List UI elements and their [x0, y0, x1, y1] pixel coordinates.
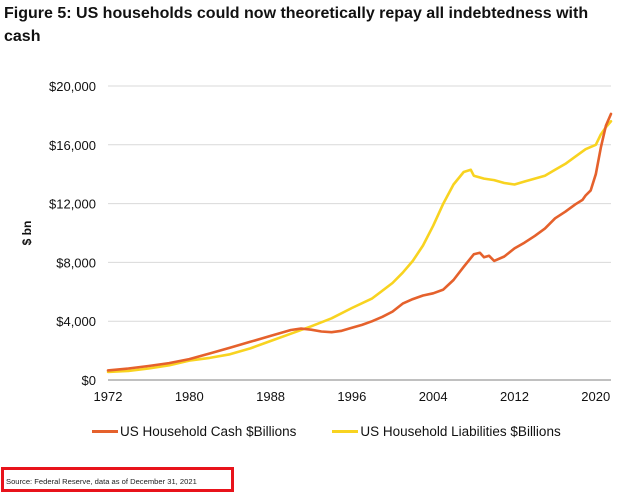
- y-tick-label: $20,000: [49, 79, 96, 94]
- y-axis-tick-labels: $0 $4,000 $8,000 $12,000 $16,000 $20,000: [49, 79, 96, 388]
- legend: US Household Cash $Billions US Household…: [92, 424, 597, 439]
- x-tick-label: 2004: [419, 389, 448, 404]
- y-tick-label: $16,000: [49, 138, 96, 153]
- x-tick-label: 1996: [337, 389, 366, 404]
- source-note: Source: Federal Reserve, data as of Dece…: [1, 467, 234, 492]
- y-tick-label: $0: [82, 373, 96, 388]
- source-text: Source: Federal Reserve, data as of Dece…: [6, 477, 197, 486]
- y-axis-label: $ bn: [20, 221, 34, 246]
- legend-swatch-liabilities: [332, 430, 359, 433]
- x-tick-label: 2012: [500, 389, 529, 404]
- series-line-liabilities: [106, 120, 613, 374]
- legend-item-liabilities: US Household Liabilities $Billions: [332, 424, 561, 439]
- x-tick-label: 1988: [256, 389, 285, 404]
- x-tick-label: 1980: [175, 389, 204, 404]
- line-chart: $0 $4,000 $8,000 $12,000 $16,000 $20,000 1972…: [20, 79, 613, 404]
- x-axis-tick-labels: 1972 1980 1988 1996 2004 2012 2020: [94, 389, 611, 404]
- series-lines: [106, 112, 613, 374]
- series-line-cash: [106, 112, 613, 372]
- legend-label-cash: US Household Cash $Billions: [120, 424, 297, 439]
- grid-lines: [108, 85, 611, 322]
- x-tick-label: 2020: [581, 389, 610, 404]
- legend-item-cash: US Household Cash $Billions: [92, 424, 296, 439]
- y-tick-label: $12,000: [49, 197, 96, 212]
- legend-swatch-cash: [92, 430, 118, 433]
- legend-label-liabilities: US Household Liabilities $Billions: [360, 424, 561, 439]
- chart-title: Figure 5: US households could now theore…: [4, 5, 589, 45]
- x-tick-label: 1972: [94, 389, 123, 404]
- y-tick-label: $8,000: [56, 255, 96, 270]
- y-tick-label: $4,000: [56, 314, 96, 329]
